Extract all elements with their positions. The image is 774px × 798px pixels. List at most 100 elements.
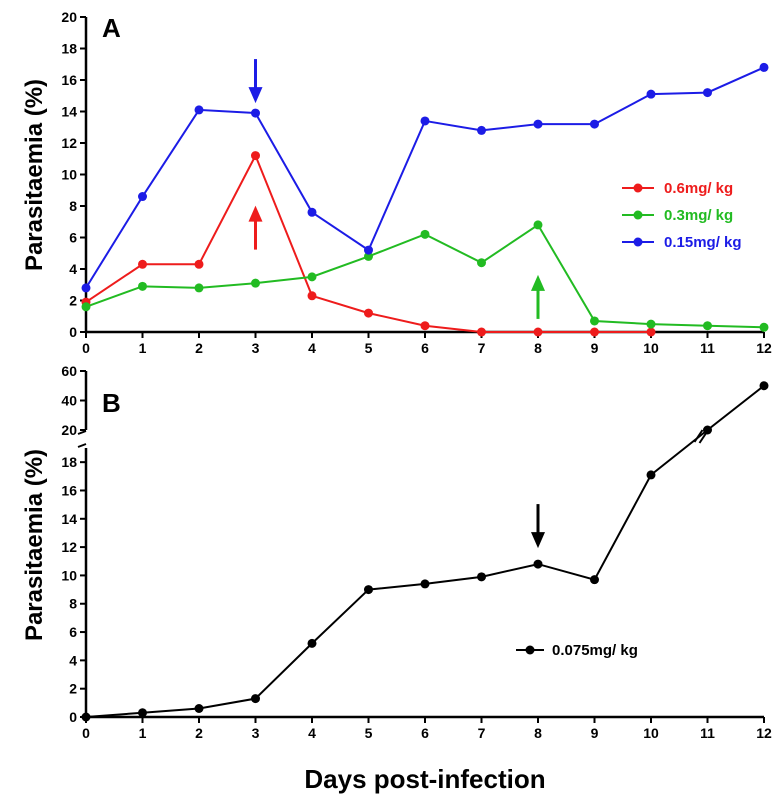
legend-entry: 0.6mg/ kg bbox=[664, 180, 733, 197]
panel-a-y-tick-label: 4 bbox=[69, 261, 77, 277]
data-point bbox=[307, 272, 317, 282]
panel-b-y-upper-tick-label: 40 bbox=[61, 393, 77, 409]
panel-a-y-tick-label: 6 bbox=[69, 230, 77, 246]
data-point bbox=[307, 291, 317, 301]
panel-b-x-tick-label: 12 bbox=[756, 725, 772, 741]
panel-b: B Parasitaemia (%) 024681012141618204060… bbox=[21, 363, 772, 741]
data-point bbox=[194, 259, 204, 269]
data-point bbox=[759, 322, 769, 332]
data-point bbox=[364, 585, 373, 595]
arrow-up-2-head bbox=[531, 274, 545, 291]
panel-b-y-tick-label: 18 bbox=[61, 454, 77, 470]
data-point bbox=[703, 425, 712, 435]
panel-b-x-tick-label: 0 bbox=[82, 725, 90, 741]
data-point bbox=[364, 245, 373, 255]
data-point bbox=[590, 327, 599, 337]
data-point bbox=[646, 89, 656, 99]
data-point bbox=[759, 62, 769, 72]
data-point bbox=[138, 281, 147, 291]
data-point bbox=[477, 125, 486, 135]
panel-b-y-axis-title: Parasitaemia (%) bbox=[21, 449, 48, 641]
panel-b-x-tick-label: 11 bbox=[700, 725, 715, 741]
panel-a-y-tick-label: 20 bbox=[61, 9, 77, 25]
series-line-0075 bbox=[85, 384, 765, 718]
legend-marker bbox=[633, 183, 643, 193]
data-point bbox=[138, 708, 147, 718]
panel-b-x-tick-label: 5 bbox=[365, 725, 373, 741]
panel-a-x-tick-label: 11 bbox=[700, 340, 715, 356]
y-axis-break-mark bbox=[77, 443, 87, 448]
data-point bbox=[533, 559, 543, 569]
panel-b-series bbox=[81, 381, 769, 722]
arrow-up-1 bbox=[248, 205, 263, 250]
data-point bbox=[81, 302, 91, 312]
data-point bbox=[364, 308, 373, 318]
panel-a-x-tick-label: 3 bbox=[252, 340, 260, 356]
panel-b-x-tick-label: 8 bbox=[534, 725, 542, 741]
data-point bbox=[251, 151, 260, 161]
legend-marker bbox=[525, 645, 535, 655]
panel-a-y-tick-label: 14 bbox=[61, 104, 77, 120]
data-point bbox=[81, 712, 91, 722]
data-point bbox=[81, 283, 91, 293]
data-point bbox=[194, 704, 204, 714]
data-point bbox=[590, 119, 599, 129]
data-point bbox=[703, 321, 712, 331]
data-point bbox=[251, 108, 260, 118]
panel-b-y-tick-label: 14 bbox=[61, 511, 77, 527]
panel-b-y-tick-label: 2 bbox=[69, 681, 77, 697]
panel-a-y-tick-label: 18 bbox=[61, 41, 77, 57]
panel-b-y-tick-label: 16 bbox=[61, 482, 77, 498]
data-point bbox=[759, 381, 769, 391]
panel-a-y-tick-label: 0 bbox=[69, 324, 77, 340]
series-line-0.15mgkg bbox=[85, 66, 765, 289]
panel-a-y-tick-label: 10 bbox=[61, 167, 77, 183]
panel-a-x-tick-label: 7 bbox=[478, 340, 486, 356]
panel-a-x-tick-label: 10 bbox=[643, 340, 659, 356]
legend-entry: 0.15mg/ kg bbox=[664, 234, 742, 251]
panel-b-x-tick-label: 3 bbox=[252, 725, 260, 741]
panel-b-x-tick-label: 9 bbox=[591, 725, 599, 741]
panel-b-x-tick-label: 2 bbox=[195, 725, 203, 741]
panel-a-x-tick-label: 1 bbox=[139, 340, 147, 356]
data-point bbox=[138, 192, 147, 202]
data-point bbox=[251, 278, 260, 288]
panel-b-y-tick-label: 4 bbox=[69, 652, 77, 668]
series-line-0.3mgkg bbox=[85, 223, 765, 329]
panel-a-x-tick-label: 12 bbox=[756, 340, 772, 356]
data-point bbox=[477, 327, 486, 337]
panel-a-y-tick-label: 12 bbox=[61, 135, 77, 151]
line-break-mark bbox=[698, 430, 709, 444]
data-point bbox=[138, 259, 147, 269]
panel-a-y-tick-label: 8 bbox=[69, 198, 77, 214]
panel-a-x-tick-label: 8 bbox=[534, 340, 542, 356]
panel-a-legend: 0.6mg/ kg 0.3mg/ kg 0.15mg/ kg bbox=[622, 180, 742, 251]
panel-b-legend: 0.075mg/ kg bbox=[516, 642, 638, 659]
data-point bbox=[307, 638, 317, 648]
arrow-down-0-head bbox=[248, 87, 263, 104]
data-point bbox=[364, 251, 373, 261]
panel-b-y-tick-label: 6 bbox=[69, 624, 77, 640]
legend-entry: 0.075mg/ kg bbox=[552, 642, 638, 659]
arrow-down-b bbox=[531, 504, 545, 549]
panel-b-y-tick-label: 12 bbox=[61, 539, 77, 555]
data-point bbox=[646, 319, 656, 329]
panel-a-x-tick-label: 5 bbox=[365, 340, 373, 356]
panel-a-x-tick-label: 6 bbox=[421, 340, 429, 356]
panel-a-y-tick-label: 16 bbox=[61, 72, 77, 88]
panel-a-x-tick-label: 4 bbox=[308, 340, 316, 356]
data-point bbox=[533, 119, 543, 129]
legend-marker bbox=[633, 237, 643, 247]
panel-b-x-tick-label: 10 bbox=[643, 725, 659, 741]
panel-b-y-tick-label: 10 bbox=[61, 567, 77, 583]
data-point bbox=[194, 283, 204, 293]
data-point bbox=[703, 88, 712, 98]
panel-b-label: B bbox=[102, 388, 121, 418]
panel-a-x-tick-label: 2 bbox=[195, 340, 203, 356]
panel-b-x-tick-label: 1 bbox=[139, 725, 147, 741]
panel-a-series bbox=[81, 62, 769, 337]
series-line-0.6mgkg bbox=[85, 153, 651, 333]
